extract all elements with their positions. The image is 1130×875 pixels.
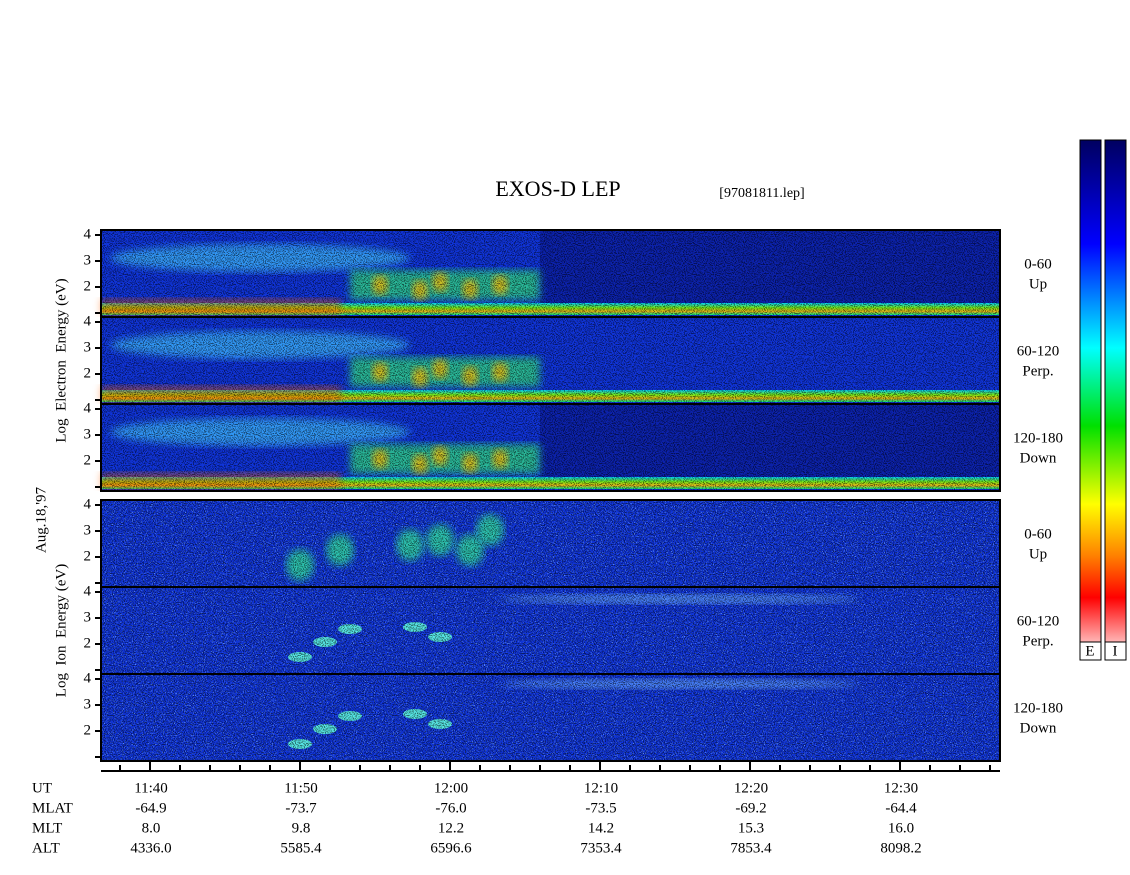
pitch-label: 120-180 (1013, 430, 1063, 446)
table-cell: 14.2 (588, 820, 614, 836)
direction-label: Perp. (1022, 363, 1053, 379)
colorbar-label-box (1079, 641, 1102, 661)
table-cell: 11:50 (284, 780, 318, 796)
direction-label: Down (1020, 720, 1057, 736)
table-cell: -64.4 (885, 800, 917, 816)
date-label: Aug.18,'97 (33, 486, 49, 553)
y-tick-label: 3 (84, 426, 92, 442)
table-cell: 7353.4 (580, 840, 622, 856)
direction-label: Down (1020, 450, 1057, 466)
table-cell: -76.0 (435, 800, 466, 816)
y-tick-label: 4 (84, 400, 92, 416)
spectrogram-speck (101, 587, 1000, 674)
row-label: UT (32, 780, 52, 796)
direction-label: Up (1029, 276, 1047, 292)
y-tick-label: 4 (84, 226, 92, 242)
y-tick-label: 4 (84, 313, 92, 329)
table-cell: 12:20 (734, 780, 768, 796)
spectrogram-speck (101, 674, 1000, 761)
row-label: ALT (32, 840, 60, 856)
direction-label: Perp. (1022, 633, 1053, 649)
table-cell: -69.2 (735, 800, 766, 816)
pitch-label: 120-180 (1013, 700, 1063, 716)
table-cell: 7853.4 (730, 840, 772, 856)
spectrogram-speck (101, 404, 1000, 491)
table-cell: 12:10 (584, 780, 618, 796)
y-tick-label: 3 (84, 339, 92, 355)
table-cell: -73.7 (285, 800, 317, 816)
title: EXOS-D LEP (495, 176, 620, 201)
spectrogram-speck (101, 230, 1000, 317)
panel-frame (100, 403, 1001, 492)
y-tick-label: 3 (84, 522, 92, 538)
spectrogram-speck (101, 500, 1000, 587)
table-cell: -73.5 (585, 800, 616, 816)
y-tick-label: 2 (84, 548, 92, 564)
table-cell: 11:40 (134, 780, 168, 796)
y-tick-label: 2 (84, 365, 92, 381)
y-tick-label: 2 (84, 452, 92, 468)
colorbar (1104, 139, 1127, 661)
table-cell: 5585.4 (280, 840, 322, 856)
y-tick-label: 2 (84, 635, 92, 651)
table-cell: 6596.6 (430, 840, 472, 856)
y-tick-label: 4 (84, 496, 92, 512)
pitch-label: 0-60 (1024, 256, 1052, 272)
table-cell: -64.9 (135, 800, 166, 816)
y-axis-label: Log Ion Energy (eV) (53, 564, 69, 697)
y-tick-label: 4 (84, 583, 92, 599)
table-cell: 16.0 (888, 820, 914, 836)
colorbar-label-box (1104, 641, 1127, 661)
y-tick-label: 2 (84, 722, 92, 738)
direction-label: Up (1029, 546, 1047, 562)
y-tick-label: 4 (84, 670, 92, 686)
table-cell: 8098.2 (880, 840, 921, 856)
table-cell: 4336.0 (130, 840, 171, 856)
table-cell: 12:00 (434, 780, 468, 796)
y-tick-label: 3 (84, 696, 92, 712)
table-cell: 9.8 (292, 820, 311, 836)
colorbar (1079, 139, 1102, 661)
y-tick-label: 2 (84, 278, 92, 294)
table-cell: 8.0 (142, 820, 161, 836)
y-axis-label: Log Electron Energy (eV) (53, 278, 69, 442)
table-cell: 12:30 (884, 780, 918, 796)
colorbar-label: E (1085, 643, 1094, 659)
table-cell: 15.3 (738, 820, 764, 836)
y-tick-label: 3 (84, 609, 92, 625)
colorbar-label: I (1113, 643, 1118, 659)
y-tick-label: 3 (84, 252, 92, 268)
pitch-label: 0-60 (1024, 526, 1052, 542)
row-label: MLT (32, 820, 62, 836)
pitch-label: 60-120 (1017, 343, 1060, 359)
pitch-label: 60-120 (1017, 613, 1060, 629)
file-name: [97081811.lep] (719, 186, 804, 201)
table-cell: 12.2 (438, 820, 464, 836)
row-label: MLAT (32, 800, 73, 816)
spectrogram-speck (101, 317, 1000, 404)
panel-frame (100, 673, 1001, 762)
